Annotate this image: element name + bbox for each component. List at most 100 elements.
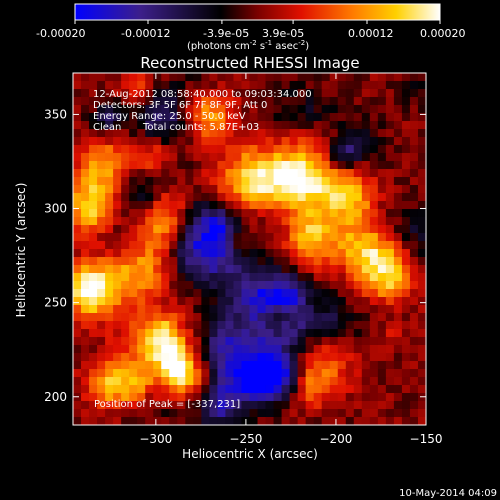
heatmap-cell [289, 361, 299, 370]
heatmap-cell [185, 329, 194, 338]
heatmap-cell [265, 113, 275, 122]
heatmap-cell [393, 105, 403, 114]
heatmap-cell [73, 113, 82, 122]
heatmap-cell [401, 281, 411, 290]
heatmap-cell [249, 401, 259, 410]
heatmap-cell [193, 145, 202, 154]
heatmap-cell [369, 313, 379, 322]
heatmap-cell [129, 369, 138, 378]
heatmap-cell [161, 361, 170, 370]
heatmap-cell [137, 337, 146, 346]
heatmap-cell [201, 225, 210, 234]
heatmap-cell [241, 385, 251, 394]
heatmap-cell [409, 305, 419, 314]
heatmap-cell [97, 169, 106, 178]
heatmap-cell [401, 129, 411, 138]
heatmap-cell [145, 89, 154, 98]
heatmap-cell [177, 137, 186, 146]
heatmap-cell [313, 337, 323, 346]
heatmap-cell [225, 209, 235, 218]
heatmap-cell [329, 161, 339, 170]
heatmap-cell [401, 217, 411, 226]
heatmap-cell [385, 289, 395, 298]
heatmap-cell [321, 217, 331, 226]
heatmap-cell [201, 73, 210, 82]
heatmap-cell [313, 185, 323, 194]
heatmap-cell [265, 369, 275, 378]
heatmap-cell [169, 73, 178, 82]
heatmap-cell [185, 281, 194, 290]
heatmap-cell [345, 73, 355, 82]
colorbar-tick-label: 0.00020 [420, 27, 466, 40]
heatmap-cell [393, 393, 403, 402]
heatmap-cell [385, 217, 395, 226]
heatmap-cell [73, 393, 82, 402]
heatmap-cell [249, 161, 259, 170]
heatmap-cell [249, 361, 259, 370]
heatmap-cell [353, 265, 363, 274]
heatmap-cell [273, 185, 283, 194]
heatmap-cell [137, 201, 146, 210]
heatmap-cell [201, 113, 210, 122]
heatmap-cell [337, 193, 347, 202]
heatmap-cell [209, 329, 219, 338]
heatmap-cell [409, 121, 419, 130]
heatmap-cell [417, 161, 426, 170]
heatmap-cell [257, 361, 267, 370]
heatmap-cell [265, 209, 275, 218]
heatmap-cell [233, 161, 243, 170]
heatmap-cell [129, 321, 138, 330]
heatmap-cell [113, 225, 122, 234]
heatmap-cell [137, 137, 146, 146]
heatmap-cell [257, 121, 267, 130]
heatmap-cell [81, 281, 90, 290]
heatmap-cell [345, 169, 355, 178]
heatmap-cell [105, 265, 114, 274]
heatmap-cell [345, 233, 355, 242]
heatmap-cell [177, 177, 186, 186]
heatmap-cell [97, 353, 106, 362]
heatmap-cell [401, 337, 411, 346]
heatmap-cell [105, 137, 114, 146]
heatmap-cell [129, 193, 138, 202]
heatmap-cell [169, 233, 178, 242]
heatmap-cell [281, 337, 291, 346]
heatmap-cell [417, 185, 426, 194]
heatmap-cell [385, 337, 395, 346]
heatmap-cell [153, 201, 162, 210]
heatmap-cell [393, 233, 403, 242]
heatmap-cell [177, 345, 186, 354]
heatmap-cell [97, 249, 106, 258]
heatmap-cell [233, 401, 243, 410]
colorbar-tick-label: -3.9e-05 [203, 27, 249, 40]
heatmap-cell [89, 201, 98, 210]
heatmap-cell [377, 73, 387, 82]
heatmap-cell [193, 385, 202, 394]
heatmap-cell [305, 393, 315, 402]
heatmap-cell [201, 153, 210, 162]
heatmap-cell [225, 145, 235, 154]
heatmap-cell [321, 121, 331, 130]
heatmap-cell [257, 97, 267, 106]
heatmap-cell [209, 73, 219, 82]
heatmap-cell [329, 409, 339, 418]
heatmap-cell [273, 81, 283, 90]
heatmap-cell [73, 265, 82, 274]
heatmap-cell [289, 289, 299, 298]
heatmap-cell [113, 97, 122, 106]
heatmap-cell [241, 113, 251, 122]
heatmap-cell [105, 369, 114, 378]
heatmap-cell [185, 185, 194, 194]
heatmap-cell [97, 233, 106, 242]
heatmap-cell [209, 313, 219, 322]
heatmap-cell [73, 201, 82, 210]
heatmap-cell [281, 289, 291, 298]
heatmap-cell [353, 145, 363, 154]
heatmap-cell [201, 337, 210, 346]
heatmap-cell [169, 249, 178, 258]
heatmap-cell [417, 177, 426, 186]
heatmap-cell [337, 393, 347, 402]
heatmap-cell [81, 217, 90, 226]
heatmap-cell [113, 377, 122, 386]
heatmap-cell [345, 265, 355, 274]
